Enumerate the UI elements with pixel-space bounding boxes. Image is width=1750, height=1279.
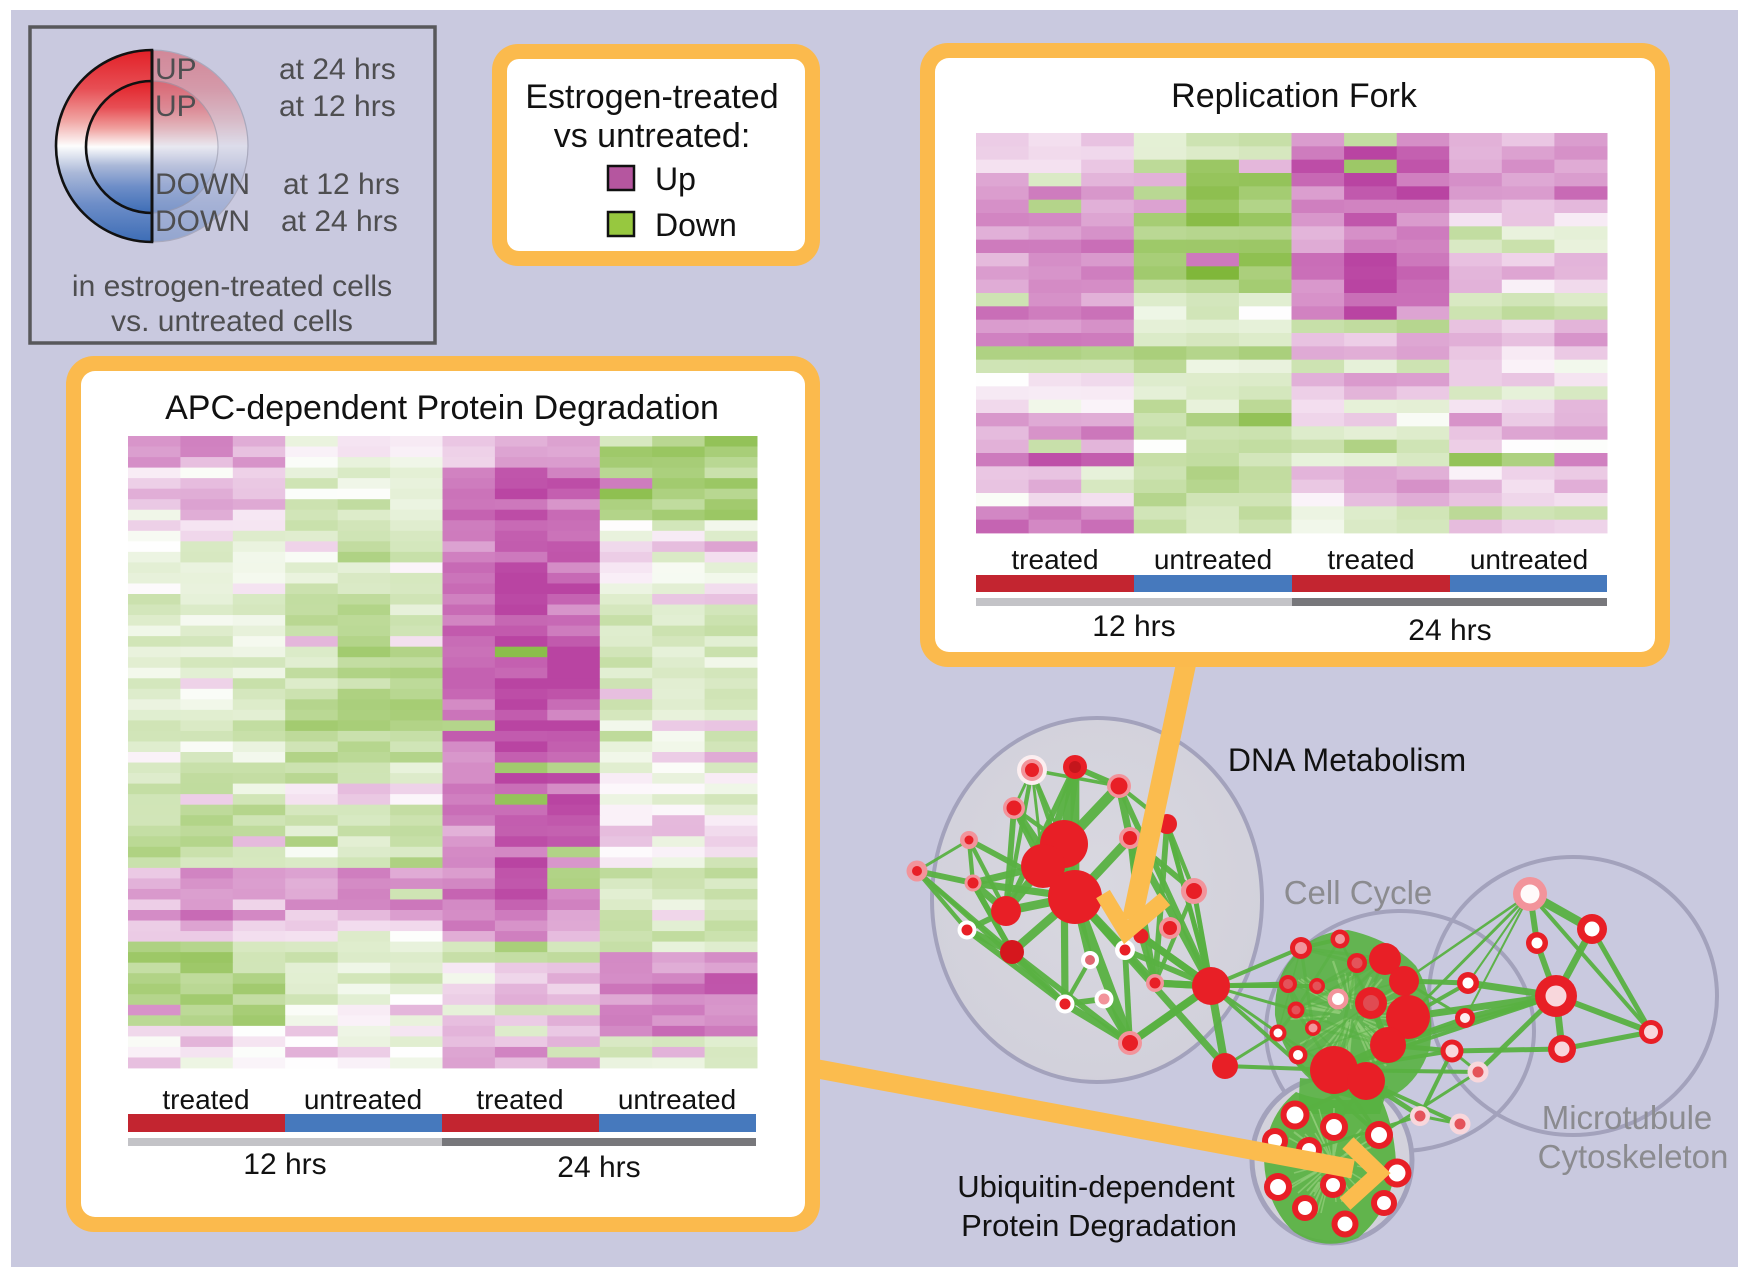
svg-text:treated: treated	[162, 1084, 249, 1115]
svg-text:Ubiquitin-dependent: Ubiquitin-dependent	[957, 1169, 1235, 1204]
svg-text:untreated: untreated	[618, 1084, 736, 1115]
svg-text:in estrogen-treated cells: in estrogen-treated cells	[72, 270, 392, 303]
svg-text:Cell Cycle: Cell Cycle	[1284, 874, 1433, 911]
svg-text:Up: Up	[655, 161, 696, 197]
svg-text:Cytoskeleton: Cytoskeleton	[1538, 1138, 1729, 1175]
svg-text:untreated: untreated	[1154, 544, 1272, 575]
svg-text:at 24 hrs: at 24 hrs	[279, 53, 396, 86]
svg-text:Replication Fork: Replication Fork	[1171, 77, 1418, 115]
svg-text:untreated: untreated	[304, 1084, 422, 1115]
svg-text:at 24 hrs: at 24 hrs	[281, 205, 398, 238]
svg-text:Microtubule: Microtubule	[1542, 1099, 1713, 1136]
svg-text:at 12 hrs: at 12 hrs	[279, 90, 396, 123]
svg-text:24 hrs: 24 hrs	[557, 1151, 640, 1184]
svg-text:at 12 hrs: at 12 hrs	[283, 168, 400, 201]
svg-text:treated: treated	[1011, 544, 1098, 575]
svg-text:untreated: untreated	[1470, 544, 1588, 575]
svg-text:DOWN: DOWN	[155, 168, 250, 201]
svg-text:UP: UP	[155, 53, 197, 86]
svg-text:UP: UP	[155, 90, 197, 123]
svg-text:Down: Down	[655, 207, 737, 243]
svg-text:12 hrs: 12 hrs	[243, 1148, 326, 1181]
svg-text:24 hrs: 24 hrs	[1408, 614, 1491, 647]
svg-text:12 hrs: 12 hrs	[1092, 610, 1175, 643]
svg-text:Protein Degradation: Protein Degradation	[961, 1208, 1237, 1243]
svg-text:treated: treated	[476, 1084, 563, 1115]
svg-text:DOWN: DOWN	[155, 205, 250, 238]
svg-text:vs. untreated cells: vs. untreated cells	[111, 305, 353, 338]
svg-text:treated: treated	[1327, 544, 1414, 575]
svg-text:DNA Metabolism: DNA Metabolism	[1228, 742, 1466, 778]
svg-text:Estrogen-treated: Estrogen-treated	[525, 78, 778, 116]
svg-text:APC-dependent Protein Degradat: APC-dependent Protein Degradation	[165, 389, 719, 427]
svg-text:vs untreated:: vs untreated:	[554, 117, 751, 155]
